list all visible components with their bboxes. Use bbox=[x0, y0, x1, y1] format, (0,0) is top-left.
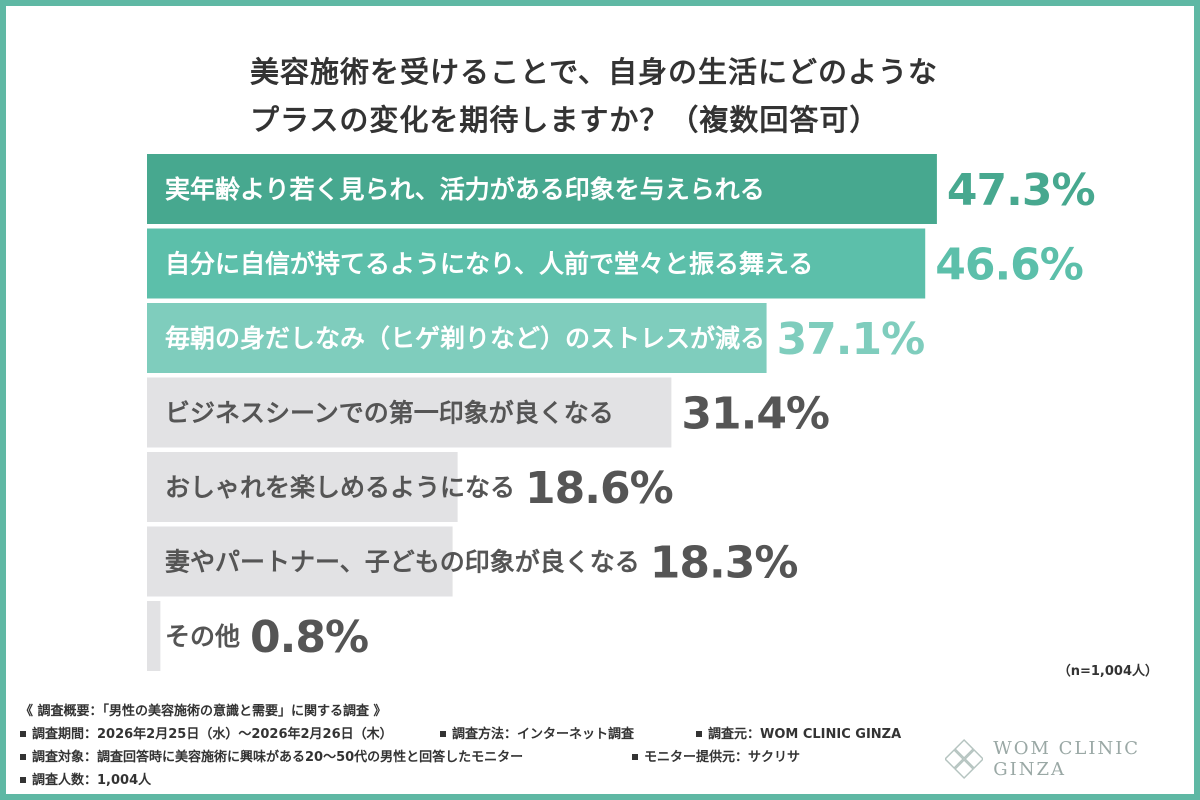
bar-category-label: ビジネスシーンでの第一印象が良くなる bbox=[165, 399, 614, 428]
survey-period: 調査期間：2026年2月25日（水）～2026年2月26日（木） bbox=[32, 727, 393, 742]
survey-provider: モニター提供元：サクリサ bbox=[644, 750, 801, 765]
bar-row: 自分に自信が持てるようになり、人前で堂々と振る舞える 46.6% bbox=[147, 228, 1084, 299]
bar-category-label: その他 bbox=[165, 622, 240, 651]
bar bbox=[147, 601, 161, 671]
bar-value-label: 31.4% bbox=[681, 389, 829, 440]
bar-value-label: 18.6% bbox=[525, 463, 673, 514]
bar-row: ビジネスシーンでの第一印象が良くなる 31.4% bbox=[147, 377, 830, 448]
bar bbox=[147, 154, 937, 224]
bar-row: 実年齢より若く見られ、活力がある印象を与えられる 47.3% bbox=[147, 154, 1096, 224]
logo-text: WOM CLINIC GINZA bbox=[993, 738, 1141, 780]
bar-value-label: 46.6% bbox=[935, 240, 1083, 291]
survey-summary: 《 調査概要：「男性の美容施術の意識と需要」に関する調査 》 調査期間：2026… bbox=[20, 700, 901, 792]
clinic-logo: WOM CLINIC GINZA bbox=[945, 738, 1200, 780]
sample-size-note: （n=1,004人） bbox=[1057, 664, 1158, 679]
bar bbox=[147, 228, 926, 299]
survey-source: 調査元：WOM CLINIC GINZA bbox=[708, 727, 902, 742]
survey-target: 調査対象：調査回答時に美容施術に興味がある20～50代の男性と回答したモニター bbox=[32, 750, 524, 765]
bullet-icon bbox=[20, 730, 26, 737]
bullet-icon bbox=[20, 776, 26, 783]
bullet-icon bbox=[632, 753, 638, 760]
bar-value-label: 0.8% bbox=[250, 612, 368, 663]
bar-value-label: 37.1% bbox=[777, 314, 925, 365]
bullet-icon bbox=[20, 753, 26, 760]
bar-value-label: 47.3% bbox=[947, 165, 1095, 216]
bar-category-label: 実年齢より若く見られ、活力がある印象を与えられる bbox=[165, 175, 765, 204]
bar bbox=[147, 303, 767, 373]
bar-row: その他 0.8% bbox=[147, 601, 369, 671]
title-line-2: プラスの変化を期待しますか？（複数回答可） bbox=[250, 103, 880, 137]
title-line-1: 美容施術を受けることで、自身の生活にどのような bbox=[250, 55, 938, 89]
lotus-diamond-icon bbox=[945, 738, 984, 780]
bar-category-label: 妻やパートナー、子どもの印象が良くなる bbox=[165, 548, 640, 577]
survey-row-3: 調査人数：1,004人 bbox=[20, 769, 387, 792]
bar-value-label: 18.3% bbox=[650, 538, 798, 589]
bar-category-label: おしゃれを楽しめるようになる bbox=[165, 473, 515, 502]
survey-row-2: 調査対象：調査回答時に美容施術に興味がある20～50代の男性と回答したモニター … bbox=[20, 746, 800, 769]
survey-count: 調査人数：1,004人 bbox=[32, 773, 152, 788]
bar bbox=[147, 452, 458, 522]
bar bbox=[147, 526, 453, 597]
survey-method: 調査方法：インターネット調査 bbox=[452, 727, 635, 742]
bullet-icon bbox=[696, 730, 702, 737]
bar-row: 妻やパートナー、子どもの印象が良くなる 18.3% bbox=[147, 526, 798, 597]
bar-category-label: 毎朝の身だしなみ（ヒゲ剃りなど）のストレスが減る bbox=[165, 324, 765, 353]
bar-row: おしゃれを楽しめるようになる 18.6% bbox=[147, 452, 674, 522]
bar bbox=[147, 377, 672, 448]
survey-row-1: 調査期間：2026年2月25日（水）～2026年2月26日（木） 調査方法：イン… bbox=[20, 723, 901, 746]
bar-row: 毎朝の身だしなみ（ヒゲ剃りなど）のストレスが減る 37.1% bbox=[147, 303, 925, 373]
survey-heading-row: 《 調査概要：「男性の美容施術の意識と需要」に関する調査 》 bbox=[20, 700, 387, 723]
chart-title: 美容施術を受けることで、自身の生活にどのような プラスの変化を期待しますか？（複… bbox=[250, 48, 1010, 144]
bullet-icon bbox=[440, 730, 446, 737]
survey-heading: 《 調査概要：「男性の美容施術の意識と需要」に関する調査 》 bbox=[20, 704, 387, 719]
bar-category-label: 自分に自信が持てるようになり、人前で堂々と振る舞える bbox=[165, 250, 813, 279]
